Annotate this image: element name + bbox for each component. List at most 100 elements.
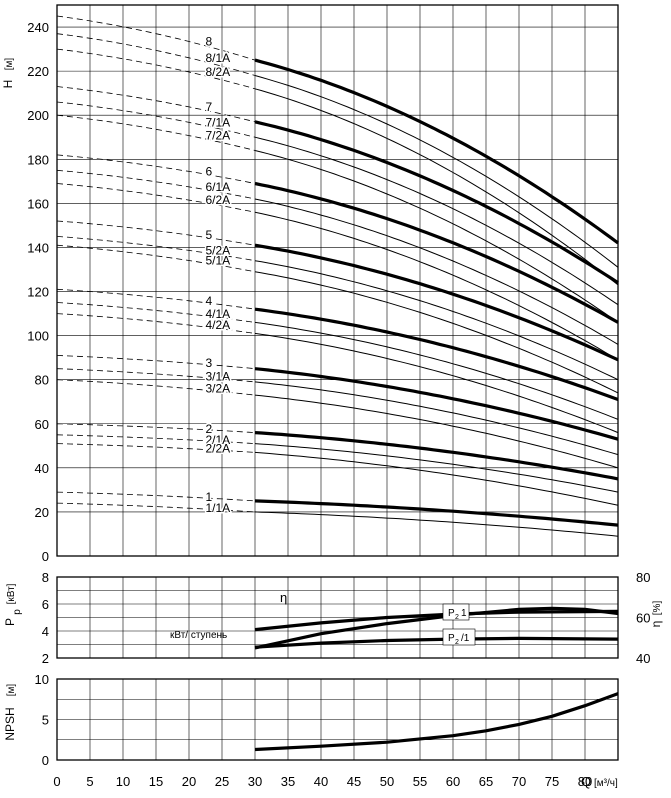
curve-label: 3/2A (206, 382, 231, 396)
q-tick-label: 40 (314, 774, 328, 789)
q-tick-label: 10 (116, 774, 130, 789)
curve-label: 1/1A (206, 501, 231, 515)
svg-text:/1: /1 (461, 633, 470, 644)
q-tick-label: 70 (512, 774, 526, 789)
curve-4-2A (254, 332, 619, 434)
curve-ext-8-2A (56, 48, 256, 90)
curve-ext-2-2A (56, 443, 256, 453)
q-axis-unit: [м³/ч] (594, 778, 618, 789)
npsh-tick-label: 5 (42, 713, 49, 728)
npsh-panel: 0 5 10 0 5 10 15 20 25 30 35 40 45 50 55 60 65 70 75 80 (35, 672, 619, 789)
p-tick-label: 2 (42, 651, 49, 666)
power-curve (254, 609, 619, 632)
curve-ext-8-1A (56, 33, 256, 76)
curve-label: 6/1A (206, 180, 231, 194)
h-tick-label: 180 (27, 152, 49, 167)
curve-5-2A (254, 260, 619, 381)
curve-ext-6-2A (56, 183, 256, 213)
curve-label: 3/1A (206, 369, 231, 383)
curve-ext-3 (56, 355, 256, 370)
kw-per-stage-label: кВт/ ступень (170, 630, 227, 641)
q-tick-label: 80 (578, 774, 592, 789)
curve-ext-5-2A (56, 236, 256, 262)
curve-label: 4/1A (206, 307, 231, 321)
curve-8-1A (254, 75, 619, 268)
eta-tick-label: 40 (636, 651, 650, 666)
curve-2-2A (254, 451, 619, 506)
curve-6-2A (254, 211, 619, 361)
curve-label: 6/2A (206, 193, 231, 207)
eta-axis-unit: [%] (652, 601, 663, 616)
q-tick-label: 30 (248, 774, 262, 789)
curve-ext-3-1A (56, 368, 256, 383)
curve-7-2A (254, 150, 619, 323)
q-axis-label: Q (581, 774, 591, 789)
q-tick-label: 25 (215, 774, 229, 789)
eta-curve-label: η (280, 590, 287, 605)
curve-label: 5/1A (206, 254, 231, 268)
q-tick-label: 20 (182, 774, 196, 789)
svg-text:2: 2 (455, 639, 459, 646)
h-tick-label: 20 (35, 505, 49, 520)
q-tick-label: 15 (149, 774, 163, 789)
curve-ext-2 (56, 423, 256, 433)
curve-ext-7-2A (56, 114, 256, 151)
q-tick-label: 5 (86, 774, 93, 789)
q-tick-label: 35 (281, 774, 295, 789)
power-efficiency-panel: 2 4 6 8 40 60 80 (42, 570, 651, 666)
q-tick-label: 65 (479, 774, 493, 789)
power-curve (254, 636, 619, 649)
p-tick-label: 8 (42, 570, 49, 585)
main-frame (56, 4, 619, 557)
eta-axis-label: η (649, 621, 663, 628)
h-tick-label: 200 (27, 108, 49, 123)
curve-ext-1 (56, 491, 256, 502)
h-tick-label: 60 (35, 417, 49, 432)
curve-2-1A (254, 443, 619, 493)
h-tick-label: 80 (35, 373, 49, 388)
curve-1-1A (254, 511, 619, 537)
curve-3-1A (254, 381, 619, 456)
h-tick-label: 240 (27, 20, 49, 35)
svg-text:P: P (448, 608, 455, 619)
q-tick-label: 55 (413, 774, 427, 789)
svg-text:P: P (448, 633, 455, 644)
curve-3 (254, 367, 619, 441)
curve-label: 3 (206, 356, 213, 370)
eta-tick-label: 60 (636, 611, 650, 626)
p2-label-upper: P 2 1 (442, 603, 470, 621)
curve-4 (254, 307, 619, 402)
curve-6-1A (254, 198, 619, 345)
curve-label: 2 (206, 422, 213, 436)
curve-ext-4 (56, 288, 256, 310)
curve-label: 2/2A (206, 442, 231, 456)
h-tick-label: 160 (27, 196, 49, 211)
power-frame (56, 576, 619, 659)
eta-tick-label: 80 (636, 570, 650, 585)
p-axis-sub: p (12, 609, 23, 615)
curve-label: 7/2A (206, 129, 231, 143)
curve-label: 6 (206, 164, 213, 178)
curve-ext-7-1A (56, 101, 256, 138)
h-tick-label: 100 (27, 329, 49, 344)
p2-label-lower: P 2 /1 (442, 628, 476, 646)
curve-ext-5-1A (56, 244, 256, 273)
curve-ext-4-2A (56, 313, 256, 334)
q-tick-label: 45 (347, 774, 361, 789)
q-tick-label: 50 (380, 774, 394, 789)
svg-text:2: 2 (455, 614, 459, 621)
curve-label: 5/2A (206, 243, 231, 257)
curve-6 (254, 181, 619, 324)
h-tick-label: 220 (27, 64, 49, 79)
p-axis-unit: [кВт] (6, 583, 17, 604)
curve-label: 7/1A (206, 115, 231, 129)
q-tick-label: 75 (545, 774, 559, 789)
curve-label: 8/2A (206, 65, 231, 79)
curve-2 (254, 431, 619, 481)
h-tick-label: 140 (27, 240, 49, 255)
curve-3-2A (254, 394, 619, 469)
curve-label: 5 (206, 228, 213, 242)
npsh-axis-label: NPSH (3, 707, 17, 740)
curve-ext-3-2A (56, 379, 256, 396)
